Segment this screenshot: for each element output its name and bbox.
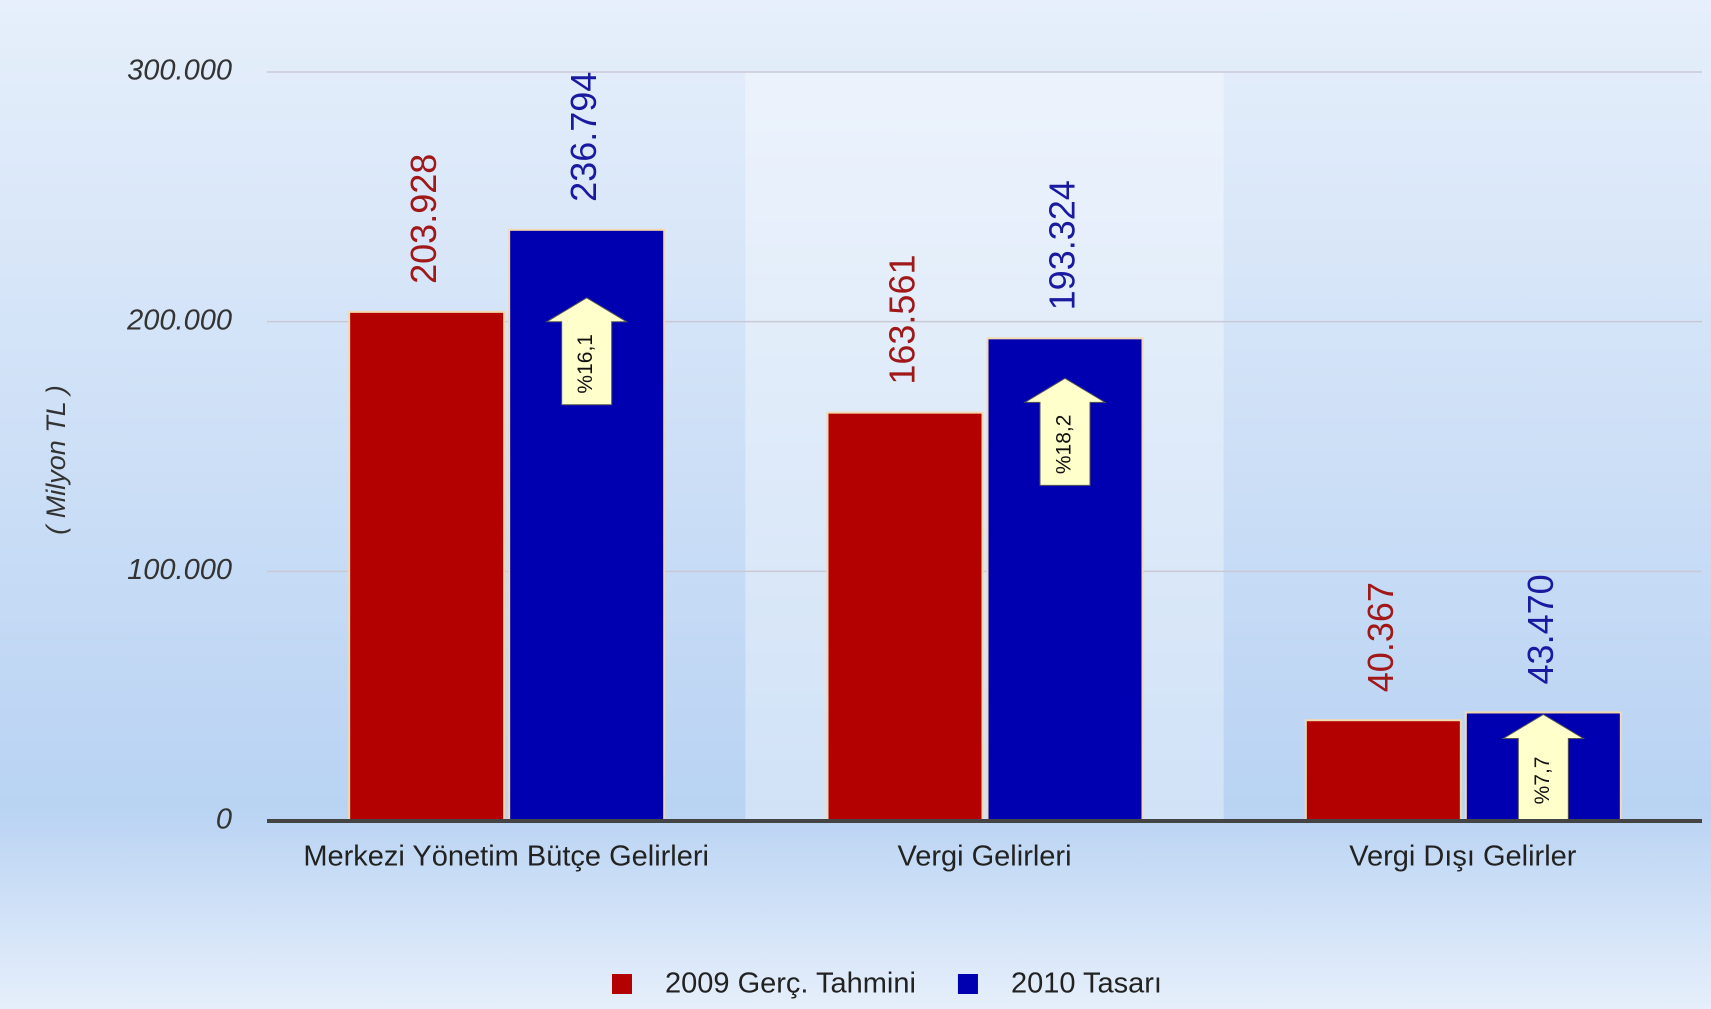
growth-label: %18,2 xyxy=(1053,415,1076,475)
bar xyxy=(1304,719,1462,822)
y-tick-label: 200.000 xyxy=(126,304,232,336)
value-label: 43.470 xyxy=(1520,574,1561,684)
x-tick-label: Vergi Gelirleri xyxy=(897,841,1071,873)
y-tick-label: 100.000 xyxy=(127,554,232,586)
growth-label: %16,1 xyxy=(574,334,597,394)
value-label: 163.561 xyxy=(882,255,923,385)
growth-arrow xyxy=(544,297,629,406)
y-axis-label: ( Milyon TL ) xyxy=(41,385,71,535)
bar xyxy=(826,411,984,822)
band-shade xyxy=(745,72,1224,821)
x-tick-label: Vergi Dışı Gelirler xyxy=(1349,841,1577,873)
legend-swatch xyxy=(612,974,632,994)
value-label: 236.794 xyxy=(563,72,604,202)
value-label: 203.928 xyxy=(403,154,444,284)
legend-label: 2009 Gerç. Tahmini xyxy=(665,968,916,1000)
growth-arrow xyxy=(1023,377,1107,486)
growth-label: %7,7 xyxy=(1531,757,1554,805)
y-tick-label: 300.000 xyxy=(127,55,232,87)
x-tick-label: Merkezi Yönetim Bütçe Gelirleri xyxy=(303,841,709,873)
legend-swatch xyxy=(957,974,978,994)
value-label: 40.367 xyxy=(1360,582,1401,692)
bar xyxy=(348,310,506,822)
legend-label: 2010 Tasarı xyxy=(1011,968,1162,1000)
value-label: 193.324 xyxy=(1042,180,1083,310)
y-tick-label: 0 xyxy=(216,804,232,836)
